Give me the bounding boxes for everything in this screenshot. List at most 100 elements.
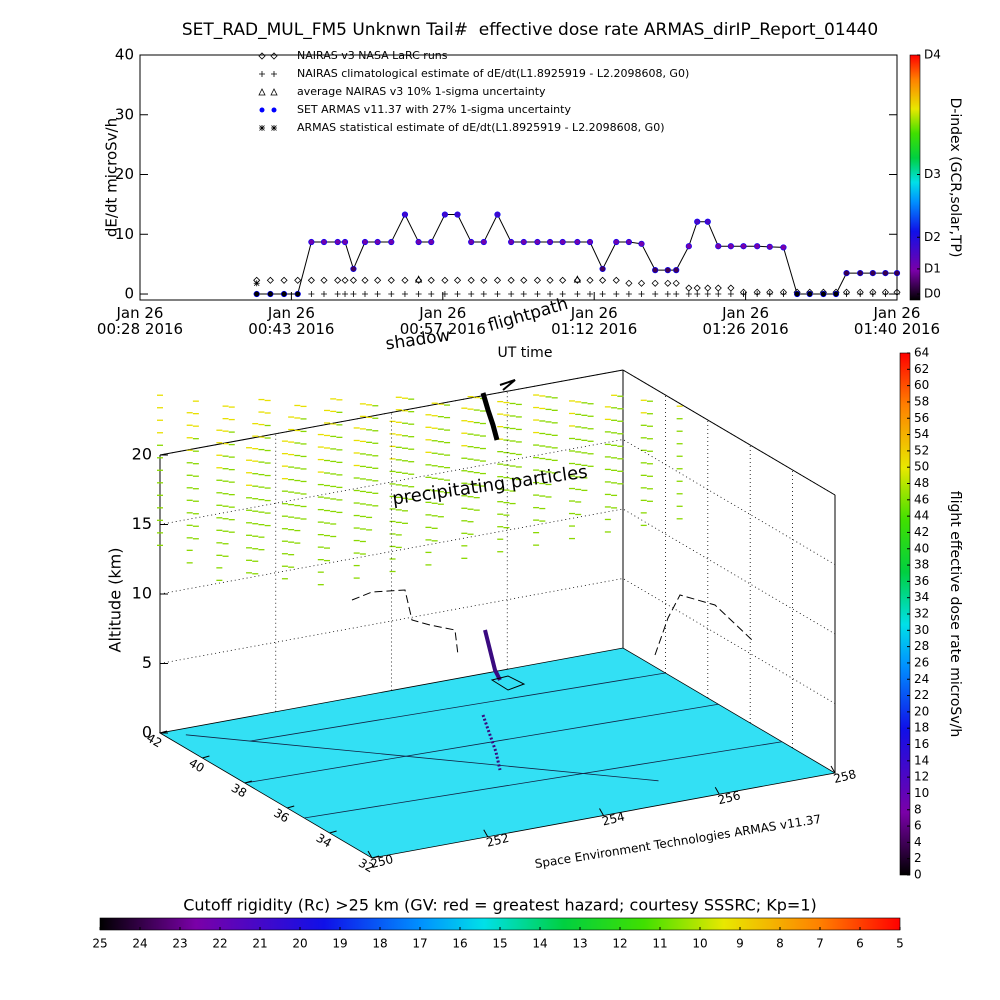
data-point	[727, 284, 735, 292]
colorbar-tick-label: 32	[914, 607, 929, 621]
data-point	[820, 290, 827, 298]
grid-line	[159, 578, 836, 704]
legend-label: SET ARMAS v11.37 with 27% 1-sigma uncert…	[297, 103, 571, 116]
chart-title: SET_RAD_MUL_FM5 Unknwn Tail# effective d…	[182, 20, 878, 40]
data-point	[693, 284, 701, 292]
data-point	[494, 211, 501, 218]
legend-marker	[271, 107, 277, 113]
data-point	[493, 276, 502, 284]
data-point	[612, 276, 620, 284]
data-point	[414, 275, 423, 283]
x-tick-label: 254	[601, 809, 627, 828]
data-point	[387, 276, 395, 284]
colorbar-tick-label: 36	[914, 574, 929, 588]
colorbar-tick-label: 4	[914, 835, 922, 849]
colorbar-tick-label: 15	[492, 937, 507, 951]
y-tick	[159, 730, 168, 734]
data-point	[468, 291, 475, 298]
y-tick-label: 20	[115, 165, 134, 183]
data-point	[341, 238, 349, 246]
y-axis-label: dE/dt microSv/h	[103, 118, 121, 237]
data-point	[508, 238, 515, 246]
x-tick	[367, 850, 373, 859]
colorbar-tick-label: 18	[372, 937, 387, 951]
data-point	[794, 290, 801, 298]
y-tick-label: 34	[314, 831, 334, 851]
airport-marker	[490, 675, 526, 691]
data-point	[308, 238, 315, 246]
colorbar-tick-label: D2	[924, 230, 941, 244]
data-point	[766, 243, 773, 250]
data-point	[685, 291, 692, 298]
data-point	[374, 238, 381, 246]
y-tick	[287, 805, 295, 809]
data-point	[441, 276, 449, 284]
data-point	[766, 291, 773, 298]
data-point	[869, 270, 876, 277]
colorbar-tick-label: 56	[914, 411, 929, 425]
colorbar-tick-label: 16	[914, 737, 929, 751]
colorbar-tick-label: D1	[924, 261, 941, 275]
x-tick-label: Jan 26 00:57 2016	[399, 304, 486, 338]
legend-marker	[258, 88, 266, 96]
data-point	[652, 291, 659, 298]
y-tick-label: 30	[115, 105, 134, 123]
data-point	[832, 290, 840, 298]
data-point	[428, 238, 435, 246]
data-point	[574, 238, 581, 246]
colorbar-tick-label: D4	[924, 48, 941, 62]
z-tick-label: 5	[142, 653, 152, 672]
data-point	[547, 291, 554, 298]
credit: Space Environment Technologies ARMAS v11…	[534, 812, 822, 871]
colorbar-tick-label: 30	[914, 623, 929, 637]
data-point	[857, 291, 864, 298]
data-point	[320, 276, 328, 284]
x-tick-label: 252	[485, 831, 511, 850]
data-point	[401, 276, 409, 284]
data-point	[320, 238, 328, 246]
data-point	[599, 291, 606, 298]
data-point	[361, 291, 368, 298]
y-tick-label: 32	[356, 856, 376, 876]
legend-label: NAIRAS v3 NASA LaRC runs	[297, 49, 448, 62]
colorbar-tick-label: 34	[914, 590, 929, 604]
data-point	[625, 291, 632, 298]
data-point	[893, 270, 901, 277]
data-point	[727, 291, 734, 298]
annotation: precipitating particles	[391, 461, 589, 509]
y-tick-label: 0	[124, 285, 134, 303]
map-line	[244, 703, 719, 784]
data-point	[574, 291, 581, 298]
colorbar-label: flight effective dose rate microSv/h	[947, 491, 963, 737]
data-point	[468, 238, 475, 246]
data-point	[361, 238, 369, 246]
y-tick-label: 40	[115, 46, 134, 64]
data-point	[341, 276, 349, 284]
colorbar-tick-label: 12	[612, 937, 627, 951]
y-tick	[329, 830, 337, 834]
data-point	[480, 276, 488, 284]
colorbar-tick-label: 58	[914, 394, 929, 408]
data-point	[694, 218, 701, 225]
data-point	[780, 291, 787, 298]
data-point	[613, 238, 620, 246]
data-point	[253, 290, 260, 298]
colorbar-tick-label: 50	[914, 460, 929, 474]
data-point	[520, 291, 527, 298]
flight-shadow	[654, 594, 753, 656]
colorbar-tick-label: 18	[914, 721, 929, 735]
colorbar-tick-label: 44	[914, 509, 929, 523]
data-point	[714, 284, 722, 292]
colorbar-label: D-index (GCR,solar,TP)	[947, 98, 963, 258]
data-point	[349, 276, 357, 284]
x-tick-label: Jan 26 01:26 2016	[702, 304, 789, 338]
colorbar-tick-label: 0	[914, 868, 922, 882]
data-point	[342, 291, 349, 298]
data-point	[573, 275, 582, 283]
data-point	[334, 238, 341, 246]
data-point	[806, 290, 813, 298]
data-point	[638, 291, 645, 298]
colorbar-tick-label: 2	[914, 851, 922, 865]
data-point	[740, 291, 747, 298]
